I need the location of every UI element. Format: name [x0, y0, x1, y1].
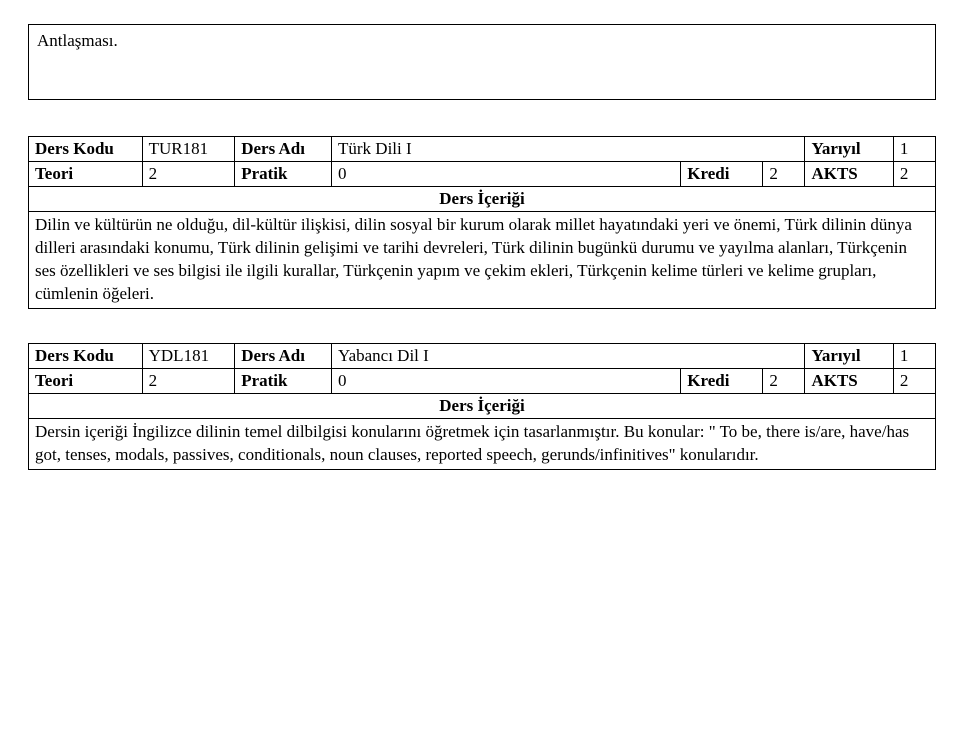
- label-yariyil-2: Yarıyıl: [805, 343, 893, 368]
- course2-icerigi-label-row: Ders İçeriği: [29, 393, 936, 418]
- course1-content-row: Dilin ve kültürün ne olduğu, dil-kültür …: [29, 212, 936, 309]
- course2-code: YDL181: [142, 343, 235, 368]
- course1-credits-row: Teori 2 Pratik 0 Kredi 2 AKTS 2: [29, 162, 936, 187]
- course2-teori: 2: [142, 368, 235, 393]
- course2-semester: 1: [893, 343, 935, 368]
- course1-name: Türk Dili I: [332, 137, 805, 162]
- label-teori-2: Teori: [29, 368, 143, 393]
- course2-akts: 2: [893, 368, 935, 393]
- label-ders-icerigi-1: Ders İçeriği: [29, 187, 936, 212]
- course1-icerigi-label-row: Ders İçeriği: [29, 187, 936, 212]
- course1-pratik: 0: [332, 162, 681, 187]
- course-table-1: Ders Kodu TUR181 Ders Adı Türk Dili I Ya…: [28, 136, 936, 309]
- course2-name: Yabancı Dil I: [332, 343, 805, 368]
- label-ders-adi-2: Ders Adı: [235, 343, 332, 368]
- course2-content-row: Dersin içeriği İngilizce dilinin temel d…: [29, 418, 936, 469]
- course2-credits-row: Teori 2 Pratik 0 Kredi 2 AKTS 2: [29, 368, 936, 393]
- course1-teori: 2: [142, 162, 235, 187]
- label-ders-icerigi-2: Ders İçeriği: [29, 393, 936, 418]
- course1-content: Dilin ve kültürün ne olduğu, dil-kültür …: [29, 212, 936, 309]
- label-kredi-1: Kredi: [681, 162, 763, 187]
- label-kredi-2: Kredi: [681, 368, 763, 393]
- label-ders-kodu-1: Ders Kodu: [29, 137, 143, 162]
- label-yariyil-1: Yarıyıl: [805, 137, 893, 162]
- course2-header-row: Ders Kodu YDL181 Ders Adı Yabancı Dil I …: [29, 343, 936, 368]
- label-pratik-2: Pratik: [235, 368, 332, 393]
- label-ders-kodu-2: Ders Kodu: [29, 343, 143, 368]
- label-akts-1: AKTS: [805, 162, 893, 187]
- intro-text: Antlaşması.: [37, 31, 118, 50]
- course1-header-row: Ders Kodu TUR181 Ders Adı Türk Dili I Ya…: [29, 137, 936, 162]
- label-ders-adi-1: Ders Adı: [235, 137, 332, 162]
- label-akts-2: AKTS: [805, 368, 893, 393]
- course1-kredi: 2: [763, 162, 805, 187]
- course1-semester: 1: [893, 137, 935, 162]
- intro-box: Antlaşması.: [28, 24, 936, 100]
- course2-content: Dersin içeriği İngilizce dilinin temel d…: [29, 418, 936, 469]
- course1-code: TUR181: [142, 137, 235, 162]
- course2-pratik: 0: [332, 368, 681, 393]
- label-teori-1: Teori: [29, 162, 143, 187]
- course2-kredi: 2: [763, 368, 805, 393]
- course1-akts: 2: [893, 162, 935, 187]
- label-pratik-1: Pratik: [235, 162, 332, 187]
- course-table-2: Ders Kodu YDL181 Ders Adı Yabancı Dil I …: [28, 343, 936, 470]
